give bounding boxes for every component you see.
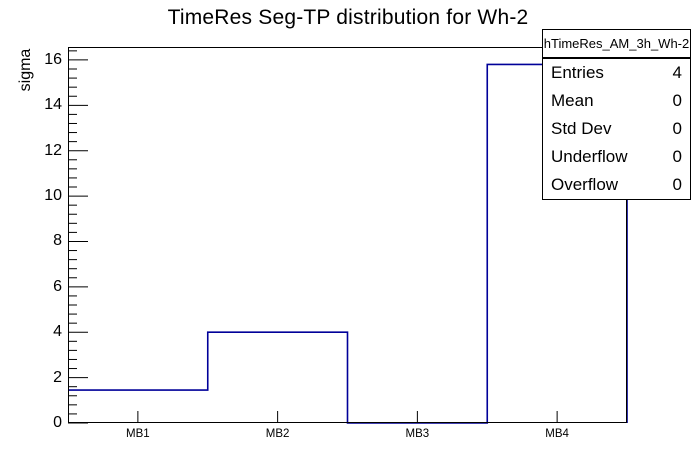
stat-label: Overflow (551, 175, 619, 194)
x-axis-bin-ticks (137, 411, 558, 423)
y-tick-label: 12 (44, 141, 62, 159)
x-tick-label: MB2 (265, 428, 290, 440)
stat-value: 0 (672, 175, 682, 194)
plot-frame (68, 47, 627, 423)
y-tick-label: 0 (53, 414, 62, 431)
y-axis-minor-ticks (68, 50, 77, 415)
stat-value: 0 (672, 91, 682, 110)
y-tick-label: 4 (53, 323, 62, 341)
x-tick-label: MB1 (126, 428, 150, 440)
stats-box-title: hTimeRes_AM_3h_Wh-2 (543, 30, 690, 59)
x-tick-label: MB3 (405, 428, 430, 440)
stats-row-stddev: Std Dev 0 (543, 115, 690, 143)
y-axis-major-ticks (68, 59, 88, 424)
stat-value: 0 (672, 119, 682, 138)
chart-title: TimeRes Seg-TP distribution for Wh-2 (167, 6, 529, 29)
stat-value: 4 (672, 63, 682, 82)
y-tick-label: 6 (53, 277, 62, 295)
stats-row-underflow: Underflow 0 (543, 143, 690, 171)
y-tick-label: 10 (44, 187, 62, 205)
y-tick-label: 16 (44, 50, 62, 68)
stats-row-mean: Mean 0 (543, 87, 690, 115)
stat-value: 0 (672, 147, 682, 166)
stats-row-entries: Entries 4 (543, 59, 690, 87)
stat-label: Entries (551, 63, 604, 82)
y-tick-label: 14 (44, 96, 62, 114)
stat-label: Underflow (551, 147, 628, 166)
y-tick-label: 8 (53, 232, 62, 250)
stats-box: hTimeRes_AM_3h_Wh-2 Entries 4 Mean 0 Std… (542, 29, 691, 200)
stat-label: Std Dev (551, 119, 612, 138)
stat-label: Mean (551, 91, 594, 110)
y-tick-label: 2 (53, 368, 62, 386)
x-tick-label: MB4 (545, 428, 569, 440)
stats-rows: Entries 4 Mean 0 Std Dev 0 Underflow 0 O… (543, 59, 690, 199)
stats-row-overflow: Overflow 0 (543, 171, 690, 199)
